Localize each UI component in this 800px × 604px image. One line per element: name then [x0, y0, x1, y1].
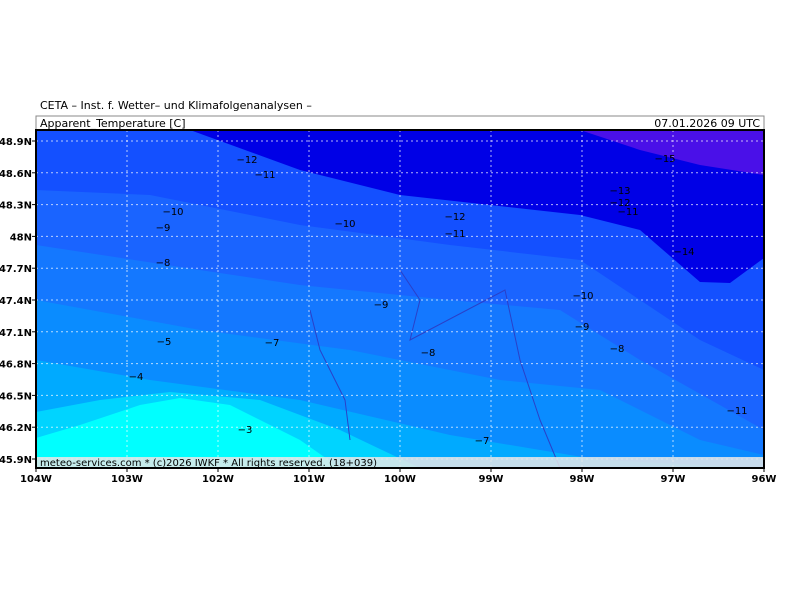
- footer-bar: [36, 457, 764, 468]
- contour-label: −10: [162, 207, 183, 218]
- contour-label: −14: [673, 247, 694, 258]
- contour-label: −9: [374, 300, 389, 311]
- contour-label: −12: [236, 155, 257, 166]
- timestamp: 07.01.2026 09 UTC: [654, 117, 760, 130]
- contour-label: −13: [609, 186, 630, 197]
- footer: meteo-services.com * (c)2026 IWKF * All …: [40, 458, 377, 469]
- lon-tick-label: 99W: [479, 474, 504, 485]
- contour-label: −11: [254, 170, 275, 181]
- contour-label: −8: [610, 344, 625, 355]
- contour-label: −7: [475, 436, 490, 447]
- contour-label: −8: [156, 258, 171, 269]
- lon-tick-label: 98W: [570, 474, 595, 485]
- header: CETA – Inst. f. Wetter– und Klimafolgena…: [40, 99, 312, 112]
- lon-tick-label: 102W: [202, 474, 234, 485]
- contour-label: −5: [157, 337, 172, 348]
- lat-tick-label: 46.8N: [0, 360, 32, 371]
- lat-tick-label: 47.7N: [0, 264, 32, 275]
- contour-label: −7: [265, 338, 280, 349]
- contour-label: −12: [444, 212, 465, 223]
- contour-label: −3: [238, 425, 253, 436]
- contour-labels: −12−11−10−9−8−10−12−11−9−10−9−8−8−7−5−4−…: [129, 154, 748, 447]
- band: [36, 398, 340, 468]
- contour-label: −10: [334, 219, 355, 230]
- lat-tick-label: 48N: [10, 232, 32, 243]
- contour-label: −10: [572, 291, 593, 302]
- contour-label: −11: [726, 406, 747, 417]
- lat-tick-label: 48.9N: [0, 137, 32, 148]
- contour-label: −12: [609, 198, 630, 209]
- lat-tick-label: 46.5N: [0, 391, 32, 402]
- lat-tick-label: 48.6N: [0, 169, 32, 180]
- lat-tick-label: 48.3N: [0, 201, 32, 212]
- lon-tick-label: 101W: [293, 474, 325, 485]
- lat-tick-label: 47.1N: [0, 328, 32, 339]
- contour-label: −11: [617, 207, 638, 218]
- lat-tick-label: 46.2N: [0, 423, 32, 434]
- contour-label: −4: [129, 372, 144, 383]
- contour-label: −11: [444, 229, 465, 240]
- border: [309, 309, 351, 441]
- lon-tick-label: 104W: [20, 474, 52, 485]
- border: [399, 269, 561, 469]
- title: Apparent_Temperature [C]: [40, 117, 186, 130]
- contour-label: −15: [654, 154, 675, 165]
- contour-label: −9: [575, 322, 590, 333]
- lon-tick-label: 100W: [384, 474, 416, 485]
- lon-tick-label: 103W: [111, 474, 143, 485]
- lat-tick-label: 45.9N: [0, 455, 32, 466]
- contour-label: −8: [421, 348, 436, 359]
- contour-label: −9: [156, 223, 171, 234]
- lon-tick-label: 96W: [752, 474, 777, 485]
- lat-tick-label: 47.4N: [0, 296, 32, 307]
- lon-tick-label: 97W: [661, 474, 686, 485]
